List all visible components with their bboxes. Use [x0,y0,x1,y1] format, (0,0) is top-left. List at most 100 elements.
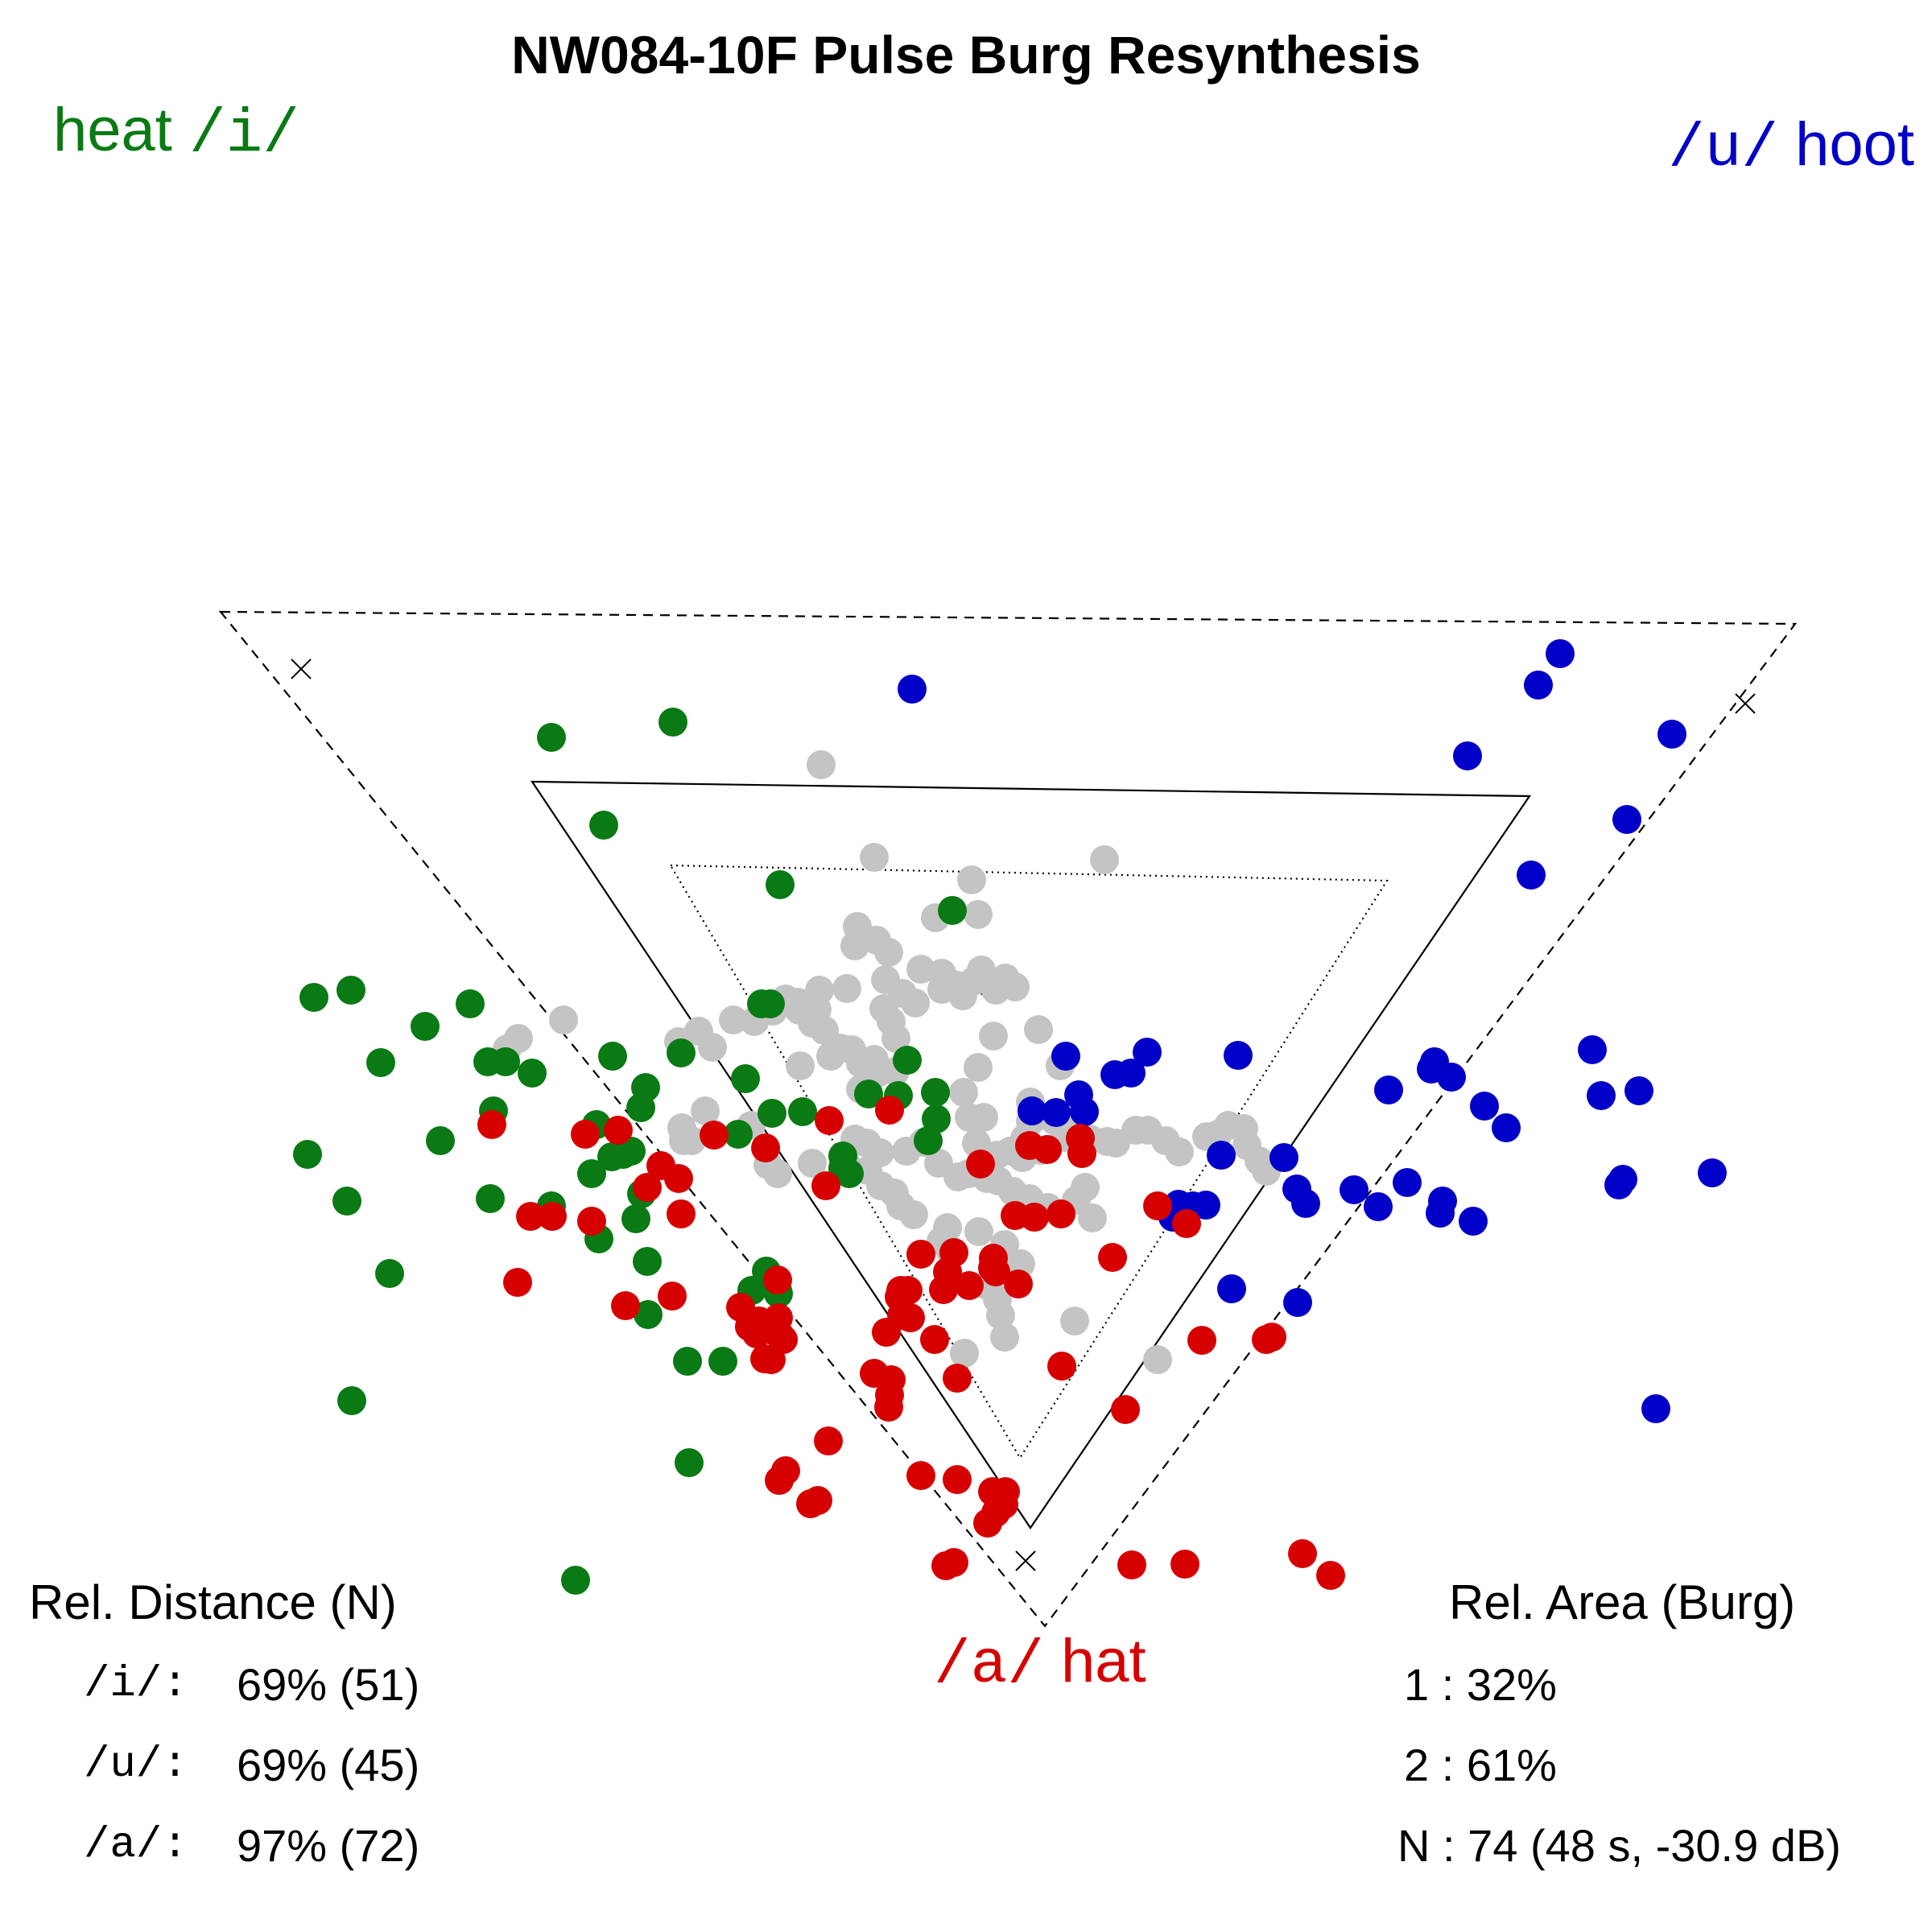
corner-a-word: hat [1060,1627,1146,1695]
rel-area-value: 32% [1466,1659,1557,1710]
data-point-i [366,1048,395,1077]
data-point-u [1470,1092,1499,1121]
rel-area-row: N : 74 (48 s, -30.9 dB) [1397,1820,1841,1871]
data-point-other [967,956,996,985]
data-point-a [604,1116,633,1145]
data-point-other [719,1005,748,1034]
data-point-a [765,1320,794,1349]
data-point-other [869,994,898,1023]
rel-distance-value: 69% (45) [237,1740,420,1790]
data-point-i [589,811,618,840]
rel-area-row: 1 : 32% [1404,1659,1557,1710]
data-point-i [617,1137,646,1166]
data-point-a [814,1426,843,1455]
data-point-u [1051,1042,1080,1071]
data-point-a [765,1466,794,1495]
rel-distance-label: /a/: [84,1821,188,1870]
data-point-u [1291,1189,1320,1218]
data-point-u [1217,1274,1246,1303]
data-point-a [981,1257,1010,1286]
data-point-u [1426,1199,1455,1228]
centroid-x-marker [1735,693,1756,714]
data-point-a [1316,1561,1345,1590]
data-point-a [872,1318,901,1347]
data-point-other [950,1339,979,1368]
data-point-a [929,1275,958,1304]
rel-distance-value: 69% (51) [237,1659,420,1710]
data-point-other [957,865,986,894]
data-point-a [955,1271,984,1300]
data-point-i [938,896,967,925]
data-point-i [673,1347,702,1376]
data-point-a [943,1465,972,1494]
data-point-i [675,1448,704,1477]
data-point-a [700,1121,729,1150]
data-point-u [1546,639,1575,668]
rel-area-value: 61% [1466,1740,1557,1790]
data-point-other [871,965,900,994]
corner-a-symbol: /a/ [934,1631,1044,1700]
data-point-a [1046,1199,1075,1228]
data-point-i [708,1347,737,1376]
data-point-a [664,1164,693,1193]
data-point-u [1374,1075,1403,1104]
corner-u-word: hoot [1795,110,1914,179]
data-point-a [1117,1550,1146,1579]
data-point-other [964,900,993,929]
data-point-a [751,1133,780,1162]
data-point-other [1143,1345,1172,1374]
data-point-i [561,1566,590,1595]
data-point-i [426,1126,455,1155]
data-point-u [1117,1059,1146,1088]
data-point-other [990,1323,1019,1352]
rel-area-key: N [1397,1820,1430,1871]
chart-title: NW084-10F Pulse Burg Resynthesis [511,25,1421,85]
data-point-u [1393,1168,1422,1197]
data-point-other [1001,972,1030,1001]
data-point-u [1604,1170,1633,1199]
rel-area-heading: Rel. Area (Burg) [1449,1575,1796,1629]
data-point-other [1060,1307,1089,1335]
corner-label-a: /a/ hat [934,1626,1146,1700]
data-point-i [633,1247,662,1276]
data-point-a [973,1509,1002,1538]
data-point-other [969,1103,998,1132]
data-point-a [875,1096,904,1125]
data-point-i [491,1047,520,1076]
data-point-u [1042,1098,1071,1127]
data-point-a [896,1303,925,1332]
data-point-u [898,675,927,704]
data-point-a [658,1282,687,1311]
data-point-u [1133,1038,1162,1067]
data-point-a [815,1106,844,1135]
data-point-a [611,1291,640,1320]
data-point-other [874,938,903,967]
data-point-a [920,1325,949,1354]
data-point-other [860,843,889,872]
data-point-other [1078,1203,1107,1232]
data-point-a [750,1344,779,1373]
data-point-u [1624,1076,1653,1105]
data-point-other [691,1096,720,1125]
data-point-i [766,870,795,899]
data-point-i [747,989,776,1018]
data-point-i [336,976,365,1005]
data-point-i [337,1386,366,1415]
data-point-i [758,1099,786,1128]
data-point-other [1071,1173,1100,1202]
data-point-u [1612,805,1641,834]
data-point-i [658,708,687,737]
data-point-u [1524,671,1553,700]
data-point-other [964,1053,993,1082]
data-point-i [476,1184,505,1213]
data-point-a [1033,1135,1062,1164]
corner-u-symbol: /u/ [1668,114,1778,184]
data-point-u [1340,1175,1368,1204]
data-point-i [537,723,566,752]
data-point-a [503,1268,532,1297]
data-point-a [1170,1550,1199,1579]
data-point-u [1641,1394,1670,1423]
data-point-a [1257,1323,1286,1352]
data-point-a [874,1393,903,1422]
